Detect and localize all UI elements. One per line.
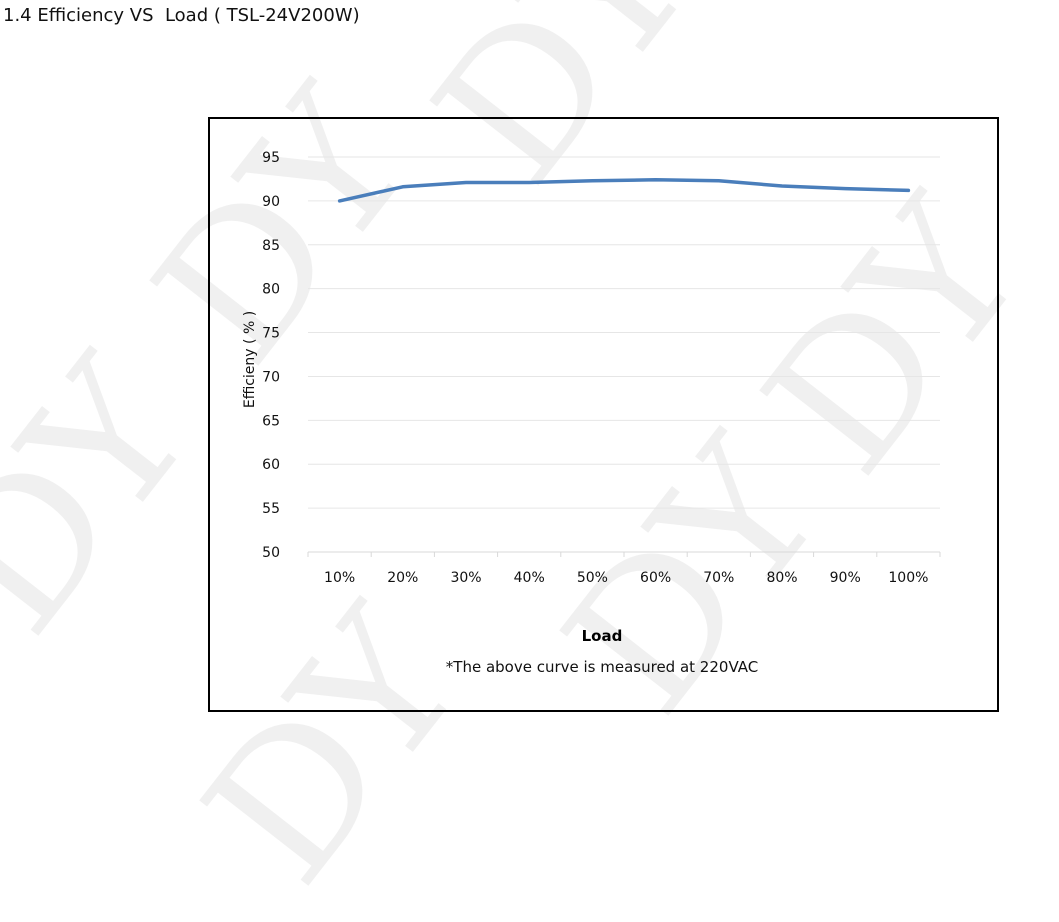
x-tick-label: 90% — [830, 570, 861, 586]
measurement-note: *The above curve is measured at 220VAC — [446, 658, 758, 676]
x-axis-title: Load — [582, 627, 623, 645]
efficiency-chart: 50 55 60 65 70 75 80 85 90 95 10% 20% 30% 40% 50% 60% 7… — [210, 119, 997, 710]
efficiency-series-line — [340, 180, 909, 201]
y-tick-labels: 50 55 60 65 70 75 80 85 90 95 — [262, 150, 280, 561]
watermark-text: DY — [0, 329, 229, 671]
grid-layer — [308, 157, 940, 557]
x-tick-label: 30% — [450, 570, 481, 586]
page-heading: 1.4 Efficiency VS Load ( TSL-24V200W) — [3, 5, 360, 26]
chart-frame: 50 55 60 65 70 75 80 85 90 95 10% 20% 30% 40% 50% 60% 7… — [208, 117, 999, 712]
y-tick-label: 95 — [262, 150, 280, 166]
y-tick-label: 85 — [262, 238, 280, 254]
x-tick-label: 100% — [888, 570, 928, 586]
x-tick-label: 80% — [766, 570, 797, 586]
y-tick-label: 75 — [262, 326, 280, 342]
y-tick-label: 70 — [262, 369, 280, 385]
y-tick-label: 80 — [262, 282, 280, 298]
x-tick-label: 70% — [703, 570, 734, 586]
y-tick-label: 55 — [262, 501, 280, 517]
y-axis-title: Efficieny ( % ) — [242, 311, 258, 408]
x-tick-label: 50% — [577, 570, 608, 586]
y-tick-label: 60 — [262, 457, 280, 473]
y-tick-label: 90 — [262, 194, 280, 210]
x-tick-label: 60% — [640, 570, 671, 586]
y-tick-label: 65 — [262, 413, 280, 429]
series-layer — [340, 180, 909, 201]
x-tick-labels: 10% 20% 30% 40% 50% 60% 70% 80% 90% 100% — [324, 570, 928, 586]
x-tick-label: 40% — [514, 570, 545, 586]
y-tick-label: 50 — [262, 545, 280, 561]
x-tick-label: 20% — [387, 570, 418, 586]
x-tick-label: 10% — [324, 570, 355, 586]
